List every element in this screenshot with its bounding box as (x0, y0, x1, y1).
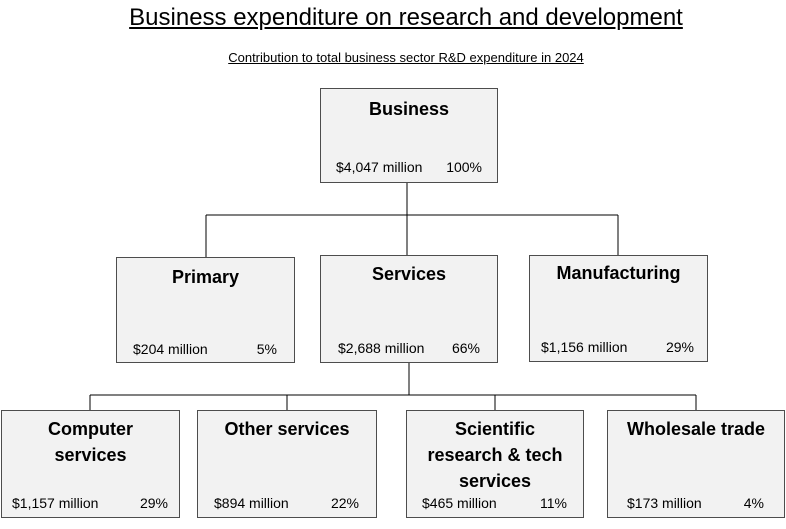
node-percent: 22% (330, 495, 359, 511)
node-percent: 5% (256, 341, 277, 357)
node-name: Computer services (48, 419, 133, 465)
node-name: Wholesale trade (626, 419, 766, 439)
node-name: Other services (224, 419, 350, 439)
node-manufacturing: Manufacturing $1,156 million 29% (529, 255, 708, 362)
diagram-subtitle: Contribution to total business sector R&… (228, 50, 584, 65)
node-percent: 29% (665, 339, 694, 355)
node-amount: $4,047 million (336, 159, 423, 175)
node-computer-services: Computer services $1,157 million 29% (1, 410, 180, 518)
node-scientific-research: Scientific research & tech services $465… (406, 410, 584, 518)
node-name: Manufacturing (556, 263, 681, 283)
node-wholesale-trade: Wholesale trade $173 million 4% (607, 410, 785, 518)
node-amount: $1,157 million (12, 495, 99, 511)
node-amount: $173 million (627, 495, 702, 511)
node-amount: $204 million (133, 341, 208, 357)
node-amount: $2,688 million (338, 340, 425, 356)
node-name: Scientific research & tech services (427, 419, 563, 491)
node-services: Services $2,688 million 66% (320, 255, 498, 363)
node-percent: 100% (446, 159, 482, 175)
node-percent: 29% (139, 495, 168, 511)
node-name: Primary (171, 267, 240, 287)
node-business: Business $4,047 million 100% (320, 88, 498, 183)
node-name: Business (368, 99, 450, 119)
node-percent: 11% (540, 495, 567, 511)
node-other-services: Other services $894 million 22% (197, 410, 377, 518)
node-amount: $1,156 million (541, 339, 628, 355)
node-amount: $465 million (422, 495, 497, 511)
node-primary: Primary $204 million 5% (116, 257, 295, 363)
node-amount: $894 million (214, 495, 289, 511)
node-percent: 4% (743, 495, 764, 511)
node-percent: 66% (451, 340, 480, 356)
node-name: Services (371, 264, 447, 284)
diagram-title: Business expenditure on research and dev… (129, 4, 683, 31)
